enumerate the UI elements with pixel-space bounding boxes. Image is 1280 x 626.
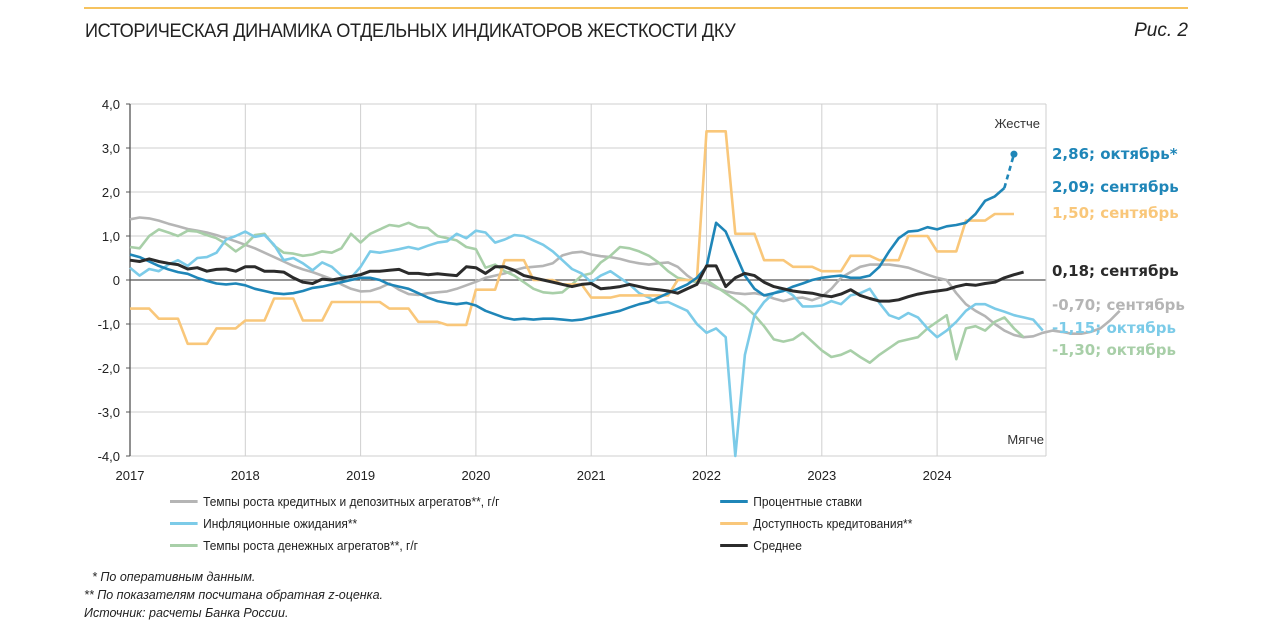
x-tick-label: 2024 <box>923 468 952 483</box>
legend-label: Доступность кредитования** <box>753 516 913 531</box>
series-credit-availability <box>130 130 1014 346</box>
legend-swatch <box>720 500 748 503</box>
legend-item-money-aggregates: Темпы роста денежных агрегатов**, г/г <box>170 538 418 553</box>
x-tick-label: 2021 <box>577 468 606 483</box>
legend-swatch <box>720 522 748 525</box>
legend-item-interest-rates: Процентные ставки <box>720 494 862 509</box>
footnotes: * По оперативным данным. ** По показател… <box>84 568 383 622</box>
series-money-aggregates-growth <box>129 221 1025 365</box>
y-tick-label: -3,0 <box>98 405 120 420</box>
legend-label: Инфляционные ожидания** <box>203 516 358 531</box>
header-rule <box>84 7 1188 9</box>
series-interest-rates <box>129 187 1006 322</box>
legend-item-credit-availability: Доступность кредитования** <box>720 516 912 531</box>
y-tick-label: -2,0 <box>98 361 120 376</box>
source-note: Источник: расчеты Банка России. <box>84 606 289 620</box>
legend-label: Темпы роста кредитных и депозитных агрег… <box>203 494 500 509</box>
end-label-interest-rates-september: 2,09; сентябрь <box>1052 178 1179 196</box>
end-label-credit-deposit-growth: -0,70; сентябрь <box>1052 296 1185 314</box>
series-average <box>129 257 1024 303</box>
forecast-point <box>1010 150 1018 158</box>
x-tick-label: 2018 <box>231 468 260 483</box>
y-tick-label: -1,0 <box>98 317 120 332</box>
end-label-money-aggregates: -1,30; октябрь <box>1052 341 1176 359</box>
annotation-softer: Мягче <box>1007 432 1044 447</box>
legend-item-average: Среднее <box>720 538 802 553</box>
legend: Темпы роста кредитных и депозитных агрег… <box>170 494 998 564</box>
x-tick-label: 2022 <box>692 468 721 483</box>
legend-item-inflation-expectations: Инфляционные ожидания** <box>170 516 357 531</box>
figure-label: Рис. 2 <box>1134 20 1188 41</box>
end-label-inflation-expectations: -1,15; октябрь <box>1052 319 1176 337</box>
legend-label: Среднее <box>753 538 802 553</box>
x-tick-label: 2023 <box>807 468 836 483</box>
x-tick-label: 2019 <box>346 468 375 483</box>
legend-swatch <box>170 522 198 525</box>
chart-title: ИСТОРИЧЕСКАЯ ДИНАМИКА ОТДЕЛЬНЫХ ИНДИКАТО… <box>85 20 736 42</box>
legend-label: Процентные ставки <box>753 494 863 509</box>
y-tick-label: 4,0 <box>102 97 120 112</box>
end-label-interest-rates-october: 2,86; октябрь* <box>1052 145 1178 163</box>
annotation-tighter: Жестче <box>994 116 1040 131</box>
footnote-operational: * По оперативным данным. <box>92 570 256 584</box>
y-tick-label: 1,0 <box>102 229 120 244</box>
legend-swatch <box>170 500 198 503</box>
legend-label: Темпы роста денежных агрегатов**, г/г <box>203 538 419 553</box>
y-tick-label: 3,0 <box>102 141 120 156</box>
series-inflation-expectations <box>129 229 1044 458</box>
legend-swatch <box>720 544 748 547</box>
legend-item-credit-deposit: Темпы роста кредитных и депозитных агрег… <box>170 494 499 509</box>
x-tick-label: 2020 <box>461 468 490 483</box>
series-credit-deposit-growth <box>129 216 1121 339</box>
footnote-zscore: ** По показателям посчитана обратная z-о… <box>84 588 383 602</box>
legend-swatch <box>170 544 198 547</box>
x-tick-label: 2017 <box>116 468 145 483</box>
end-label-credit-availability: 1,50; сентябрь <box>1052 204 1179 222</box>
y-tick-label: -4,0 <box>98 449 120 464</box>
forecast-dashed-line <box>1003 153 1016 189</box>
y-tick-label: 2,0 <box>102 185 120 200</box>
y-tick-label: 0 <box>113 273 120 288</box>
end-label-average: 0,18; сентябрь <box>1052 262 1179 280</box>
